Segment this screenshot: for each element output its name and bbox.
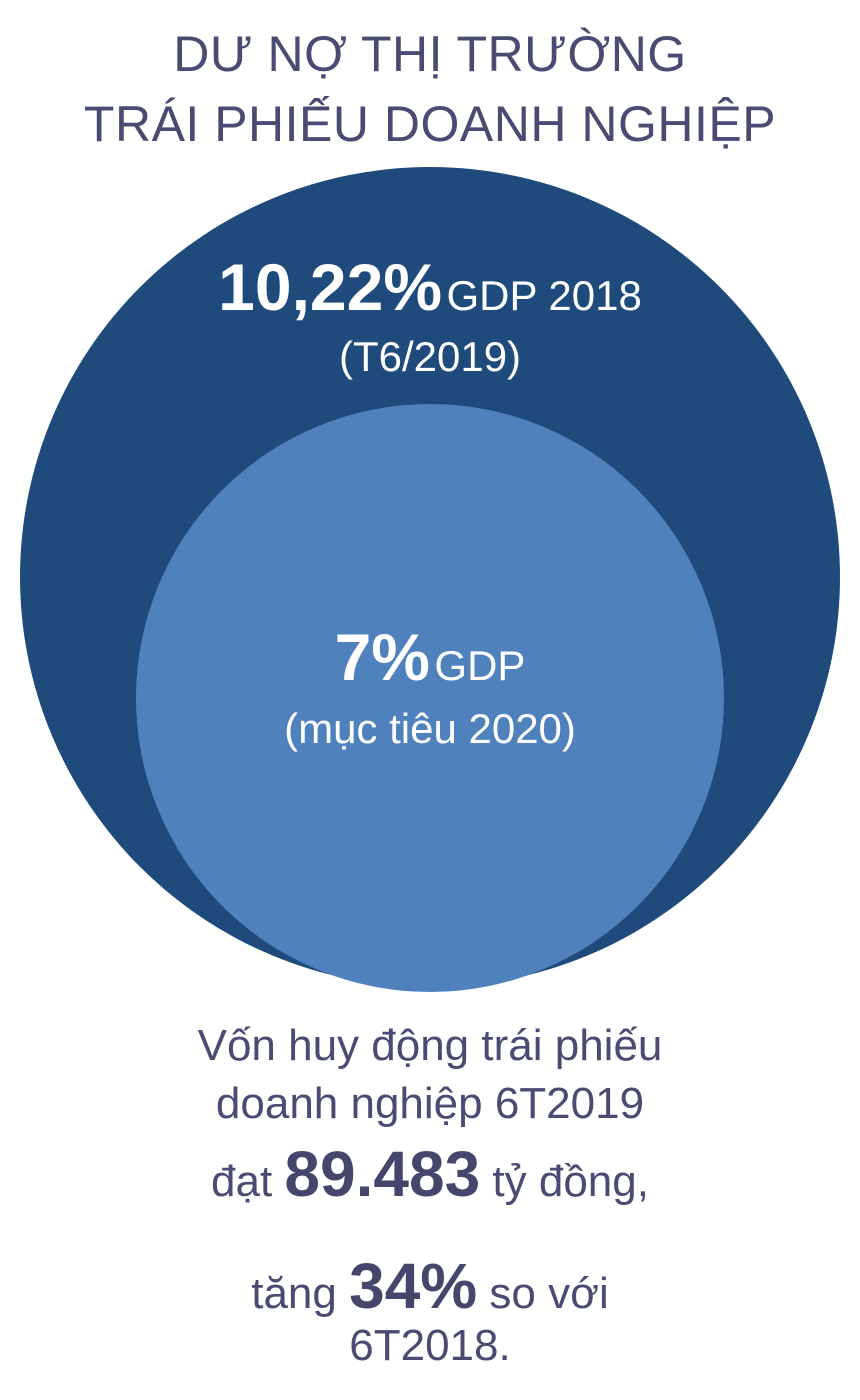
inner-circle-value-line: 7% GDP <box>0 622 860 711</box>
inner-circle-sublabel: (mục tiêu 2020) <box>284 705 576 752</box>
outer-circle-value: 10,22% <box>218 250 443 324</box>
summary-amount-value: 89.483 <box>284 1138 481 1210</box>
inner-circle-unit: GDP <box>434 642 526 689</box>
outer-circle-unit: GDP 2018 <box>446 272 642 319</box>
summary-line-3: đạt 89.483 tỷ đồng, <box>0 1138 860 1218</box>
inner-circle-value: 7% <box>334 620 430 694</box>
outer-circle-value-line: 10,22% GDP 2018 <box>0 252 860 341</box>
summary-line-3-suffix: tỷ đồng, <box>480 1157 649 1206</box>
outer-circle-sublabel: (T6/2019) <box>338 333 522 380</box>
summary-line-2: doanh nghiệp 6T2019 <box>215 1079 645 1128</box>
chart-title-line-1: DƯ NỢ THỊ TRƯỜNG <box>173 26 687 82</box>
inner-circle-mark <box>136 404 724 992</box>
summary-line-4-prefix: tăng <box>251 1269 350 1318</box>
summary-line-4: tăng 34% so với <box>0 1250 860 1330</box>
summary-line-4-suffix: so với <box>477 1269 609 1318</box>
summary-line-3-prefix: đạt <box>211 1157 285 1206</box>
summary-line-1: Vốn huy động trái phiếu <box>197 1021 663 1070</box>
summary-growth-value: 34% <box>349 1250 478 1322</box>
summary-line-5: 6T2018. <box>349 1321 511 1370</box>
chart-title-line-2: TRÁI PHIẾU DOANH NGHIỆP <box>83 96 777 152</box>
